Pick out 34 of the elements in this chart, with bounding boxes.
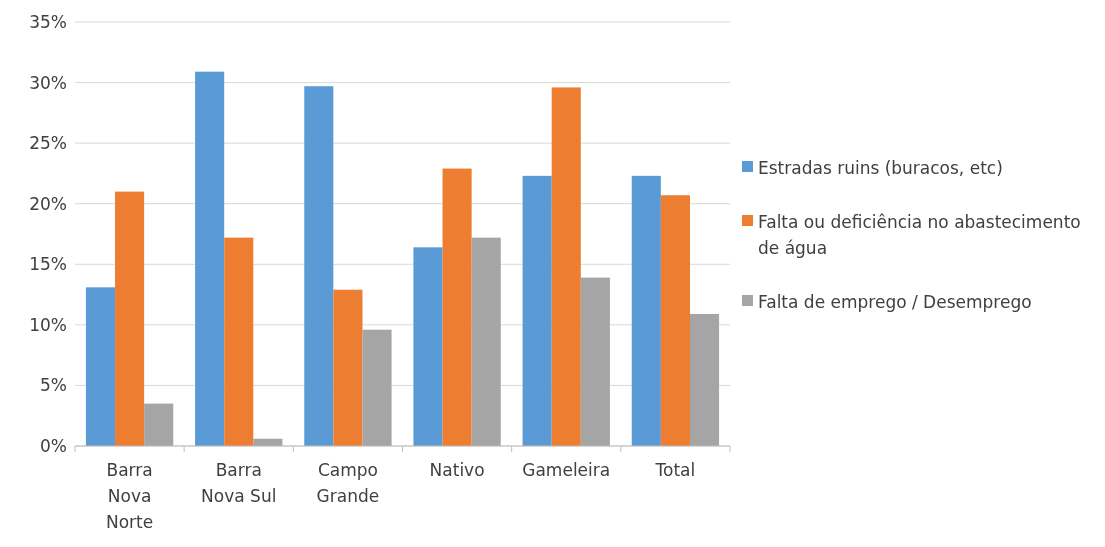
bar [442, 168, 472, 446]
bar [551, 87, 581, 446]
legend-label: Estradas ruins (buracos, etc) [758, 158, 1003, 178]
x-tick-label: Gameleira [522, 460, 611, 480]
bar [522, 175, 552, 446]
x-tick-label: Barra Nova Sul [201, 460, 277, 506]
bar [195, 71, 225, 446]
bar [115, 191, 145, 446]
y-tick-label: 30% [29, 72, 67, 93]
bar [689, 313, 720, 446]
x-tick-label: Campo Grande [316, 460, 380, 506]
bar [580, 277, 610, 446]
y-tick-label: 35% [29, 11, 67, 32]
bar [660, 195, 690, 446]
y-tick-label: 0% [40, 435, 67, 456]
bar [85, 287, 116, 446]
y-tick-label: 15% [29, 254, 67, 275]
x-tick-label: Total [654, 460, 696, 480]
bar [333, 289, 363, 446]
y-tick-label: 10% [29, 314, 67, 335]
y-tick-label: 5% [40, 375, 67, 396]
x-tick-label: Barra Nova Norte [105, 460, 154, 532]
bar [224, 237, 254, 446]
y-tick-label: 20% [29, 193, 67, 214]
bar [413, 247, 443, 446]
bar [362, 329, 392, 446]
legend-label: Falta de emprego / Desemprego [758, 292, 1032, 312]
bar [304, 86, 334, 446]
y-tick-label: 25% [29, 133, 67, 154]
x-tick-label: Nativo [429, 460, 485, 480]
legend-label: Falta ou deficiência no abastecimento de água [758, 212, 1081, 258]
bar [631, 175, 661, 446]
bar [144, 403, 174, 446]
bar [471, 237, 501, 446]
